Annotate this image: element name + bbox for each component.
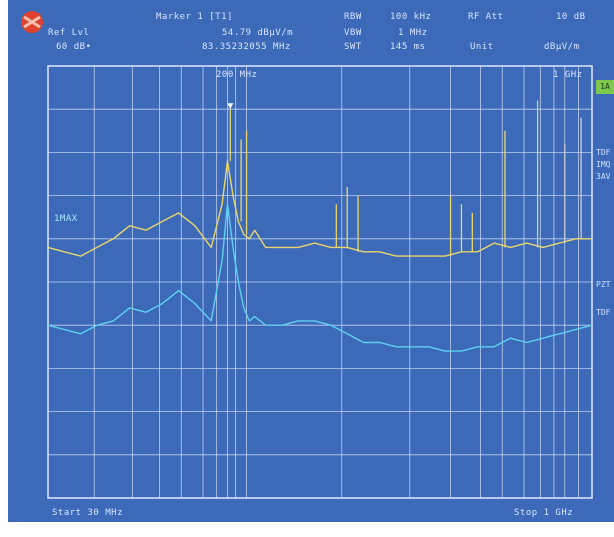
marker-level: 54.79 dBµV/m	[222, 28, 294, 38]
start-frequency: Start 30 MHz	[52, 508, 124, 518]
right-tag-imq: IMQ	[596, 160, 611, 169]
trace-mode-label: 1MAX	[54, 214, 78, 224]
rbw-label: RBW	[344, 12, 362, 22]
right-tag-tdf-2: TDF	[596, 308, 611, 317]
unit-value: dBµV/m	[544, 42, 580, 52]
spectrum-analyzer-screen: Ref Lvl 60 dB• Marker 1 [T1] 54.79 dBµV/…	[8, 0, 614, 522]
trace-status-tag: 1A	[596, 80, 614, 94]
rf-att-label: RF Att	[468, 12, 504, 22]
marker-label: Marker 1 [T1]	[156, 12, 233, 22]
swt-value: 145 ms	[390, 42, 426, 52]
right-tag-3av: 3AV	[596, 172, 611, 181]
marker-1-triangle	[227, 103, 234, 110]
right-tag-tdf: TDF	[596, 148, 611, 157]
marker-frequency: 83.35232055 MHz	[202, 42, 291, 52]
stop-frequency: Stop 1 GHz	[514, 508, 574, 518]
vbw-value: 1 MHz	[398, 28, 428, 38]
trace-line-0	[47, 160, 592, 257]
spectrum-plot	[47, 65, 593, 499]
right-tag-pzt: PZT	[596, 280, 611, 289]
vbw-label: VBW	[344, 28, 362, 38]
ref-level-label: Ref Lvl	[48, 28, 90, 38]
freq-mark-1ghz: 1 GHz	[553, 70, 583, 80]
unit-label: Unit	[470, 42, 494, 52]
freq-mark-200mhz: 200 MHz	[216, 70, 258, 80]
rbw-value: 100 kHz	[390, 12, 432, 22]
ref-level-value: 60 dB•	[56, 42, 92, 52]
rf-att-value: 10 dB	[556, 12, 586, 22]
trace-line-1	[47, 203, 593, 352]
brand-logo-icon	[21, 11, 43, 33]
swt-label: SWT	[344, 42, 362, 52]
